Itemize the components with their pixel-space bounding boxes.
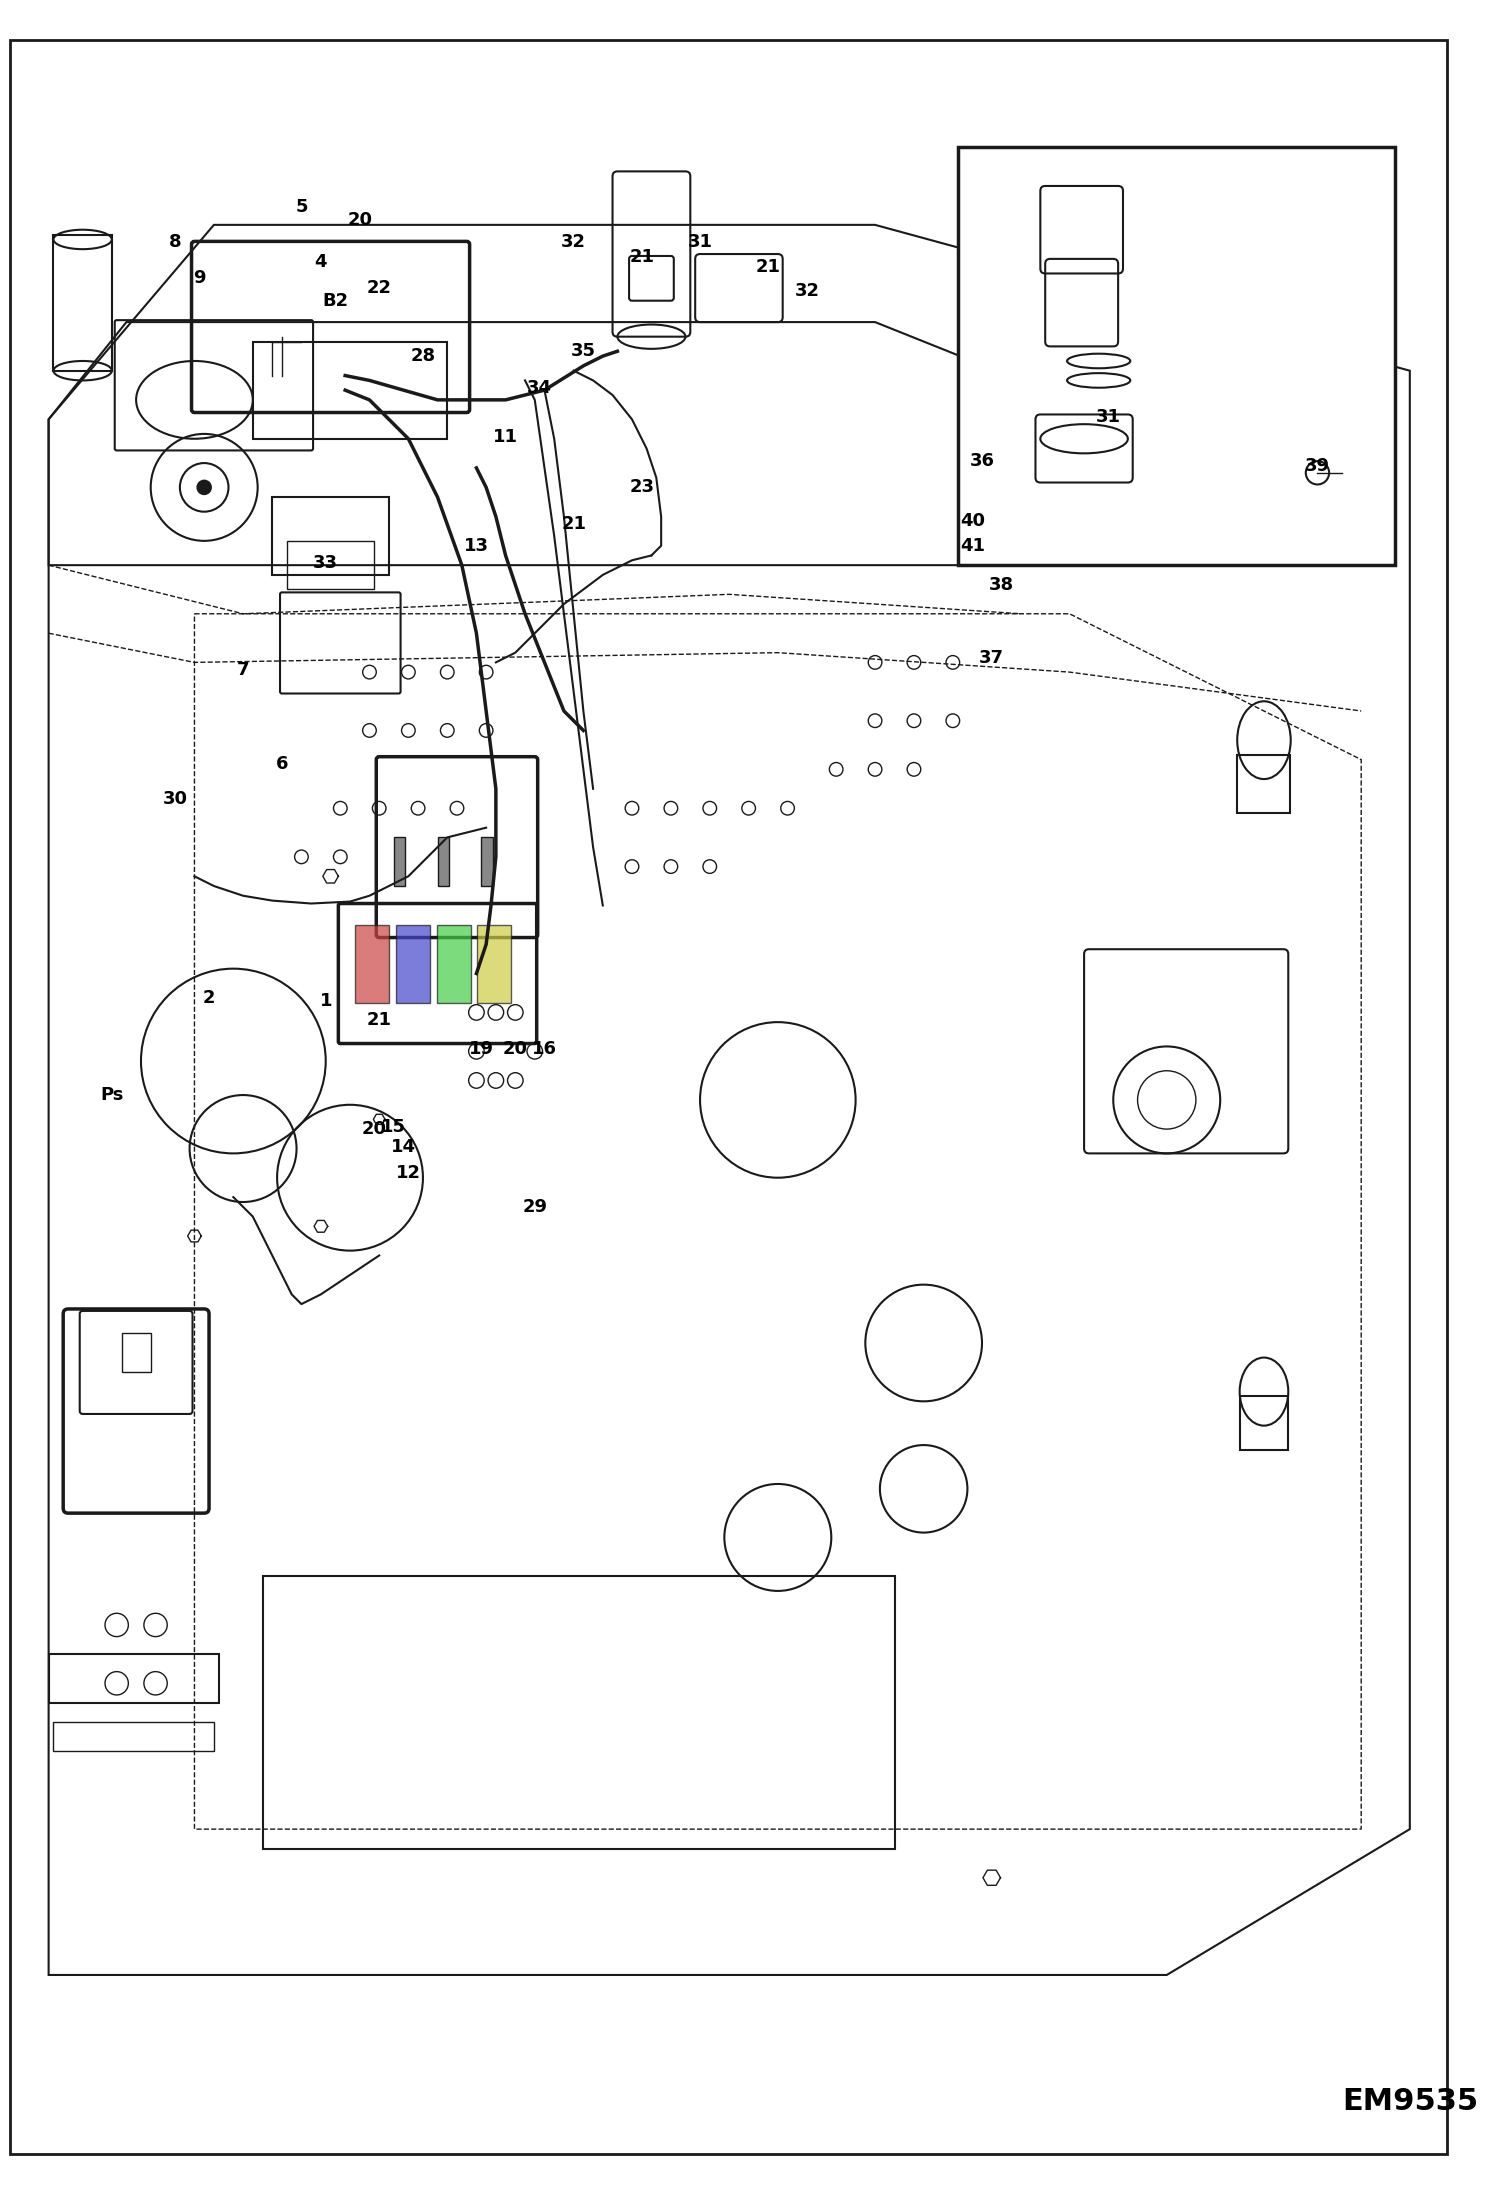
Text: B2: B2	[322, 292, 349, 309]
Text: 36: 36	[969, 452, 995, 470]
Bar	[48, 1654, 219, 1703]
Text: 8: 8	[169, 233, 181, 252]
Text: 40: 40	[960, 513, 984, 531]
Text: EM9535: EM9535	[1342, 2086, 1479, 2115]
Text: 20: 20	[503, 1040, 527, 1058]
Bar	[478, 926, 511, 1003]
Text: 19: 19	[469, 1040, 494, 1058]
Text: 41: 41	[960, 538, 984, 555]
Text: 31: 31	[688, 233, 713, 252]
Text: 9: 9	[193, 270, 205, 287]
Text: 32: 32	[794, 283, 819, 301]
Text: 31: 31	[1097, 408, 1121, 426]
Bar	[481, 838, 493, 886]
Text: 13: 13	[464, 538, 488, 555]
Bar	[54, 1722, 214, 1751]
Text: 5: 5	[295, 197, 307, 217]
Bar	[253, 342, 448, 439]
Bar	[54, 235, 112, 371]
Text: 22: 22	[367, 279, 391, 296]
Text: 6: 6	[276, 755, 288, 774]
Text: 14: 14	[391, 1136, 416, 1156]
Text: 35: 35	[571, 342, 596, 360]
Bar	[957, 147, 1395, 566]
Text: 2: 2	[202, 989, 216, 1007]
Text: 39: 39	[1305, 456, 1330, 474]
Text: 4: 4	[315, 252, 327, 270]
Text: 38: 38	[989, 575, 1014, 595]
Text: Ps: Ps	[100, 1086, 123, 1104]
Circle shape	[196, 480, 211, 496]
Text: 12: 12	[395, 1163, 421, 1183]
Text: 11: 11	[493, 428, 518, 445]
Text: 20: 20	[363, 1121, 386, 1139]
Text: 30: 30	[162, 790, 187, 807]
Bar	[355, 926, 389, 1003]
Bar	[273, 498, 389, 575]
Text: 7: 7	[237, 660, 249, 680]
Bar	[394, 838, 406, 886]
Text: 21: 21	[755, 257, 780, 276]
Bar	[262, 1575, 894, 1850]
Text: 16: 16	[532, 1040, 557, 1058]
Bar	[436, 926, 470, 1003]
Text: 20: 20	[348, 211, 372, 228]
Text: 1: 1	[319, 992, 333, 1009]
Text: 21: 21	[367, 1011, 391, 1029]
Bar	[395, 926, 430, 1003]
Text: 21: 21	[629, 248, 655, 265]
Bar	[1240, 1395, 1288, 1450]
Text: 33: 33	[313, 555, 339, 573]
Text: 34: 34	[527, 380, 553, 397]
Bar	[437, 838, 449, 886]
Text: 15: 15	[382, 1119, 406, 1136]
Bar	[286, 542, 374, 590]
Text: 32: 32	[562, 233, 586, 252]
Text: 21: 21	[562, 516, 586, 533]
Text: 23: 23	[629, 478, 655, 496]
Bar	[121, 1334, 151, 1371]
Text: 37: 37	[980, 649, 1004, 667]
Bar	[1237, 755, 1290, 814]
Text: 28: 28	[410, 347, 436, 364]
Text: 29: 29	[523, 1198, 547, 1215]
